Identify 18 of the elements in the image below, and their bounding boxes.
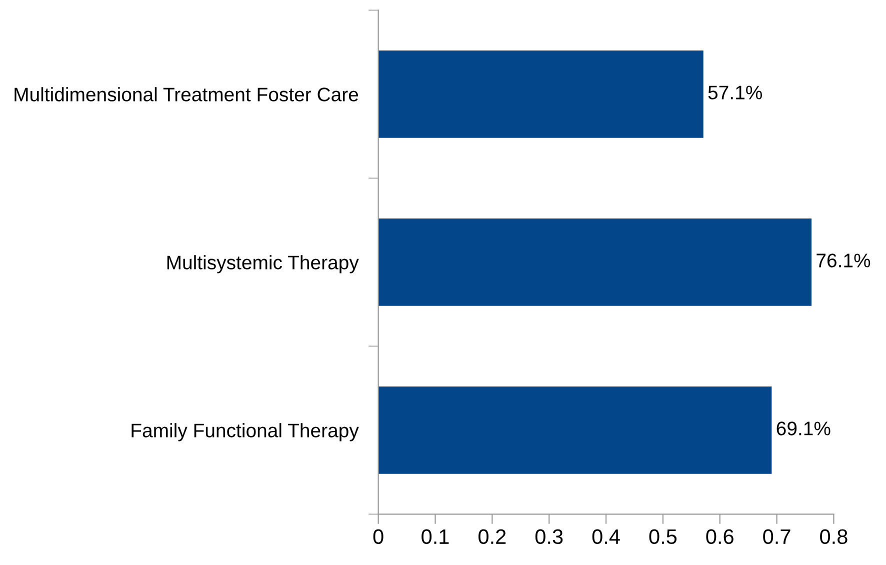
- y-tick-label: Family Functional Therapy: [132, 423, 359, 442]
- y-tick-label: Multisystemic Therapy: [167, 255, 359, 274]
- bar: [378, 218, 812, 306]
- x-tick-label: 0.3: [535, 529, 563, 544]
- x-tick-label: 0: [373, 529, 384, 544]
- y-tick-label: Multidimensional Treatment Foster Care: [14, 87, 358, 102]
- x-tick-label: 0.6: [706, 529, 734, 544]
- x-tick-label: 0.2: [478, 529, 506, 544]
- x-tick-label: 0.5: [649, 529, 677, 544]
- data-label: 69.1%: [776, 422, 830, 436]
- bar: [378, 386, 772, 474]
- x-tick-label: 0.8: [820, 529, 848, 544]
- x-tick-label: 0.4: [592, 529, 620, 544]
- data-label: 57.1%: [708, 86, 762, 100]
- data-label: 76.1%: [816, 254, 870, 268]
- x-tick-label: 0.1: [422, 529, 449, 544]
- bar: [378, 50, 704, 138]
- x-tick-label: 0.7: [763, 529, 790, 544]
